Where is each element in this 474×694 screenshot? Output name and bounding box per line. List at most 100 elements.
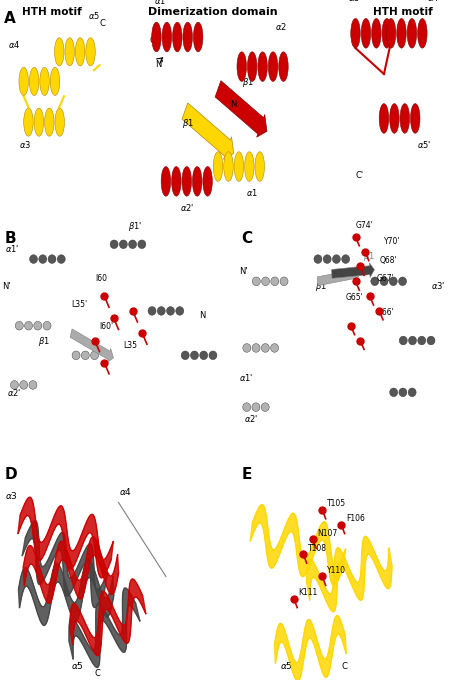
Text: I60: I60 xyxy=(95,274,107,283)
Ellipse shape xyxy=(161,167,171,196)
Ellipse shape xyxy=(407,19,417,48)
Ellipse shape xyxy=(173,22,182,52)
Text: G67': G67' xyxy=(377,274,394,283)
Ellipse shape xyxy=(15,321,23,330)
Ellipse shape xyxy=(252,403,260,412)
Polygon shape xyxy=(70,579,146,656)
Ellipse shape xyxy=(24,108,33,136)
Ellipse shape xyxy=(193,22,203,52)
Text: $\alpha$5: $\alpha$5 xyxy=(88,10,100,21)
Text: F106: F106 xyxy=(346,514,365,523)
Text: G66': G66' xyxy=(377,307,394,316)
Ellipse shape xyxy=(50,67,60,96)
Text: I60': I60' xyxy=(100,323,114,332)
Text: $\alpha$1': $\alpha$1' xyxy=(5,243,19,254)
Ellipse shape xyxy=(427,336,435,345)
Text: Y110: Y110 xyxy=(327,566,346,575)
Text: Dimerization domain: Dimerization domain xyxy=(148,8,278,17)
Text: $\beta$1: $\beta$1 xyxy=(38,335,50,348)
Ellipse shape xyxy=(397,19,406,48)
Ellipse shape xyxy=(390,103,399,133)
Text: $\alpha$1': $\alpha$1' xyxy=(239,372,254,383)
Ellipse shape xyxy=(361,19,371,48)
Ellipse shape xyxy=(268,52,278,81)
Text: N: N xyxy=(230,101,236,110)
Text: D: D xyxy=(5,467,18,482)
Text: $\alpha$3: $\alpha$3 xyxy=(19,139,31,150)
Text: A: A xyxy=(4,11,16,26)
Ellipse shape xyxy=(280,277,288,286)
Text: $\alpha$5: $\alpha$5 xyxy=(71,660,84,671)
Ellipse shape xyxy=(399,277,407,286)
Text: N': N' xyxy=(239,267,248,276)
Ellipse shape xyxy=(279,52,288,81)
Text: $\alpha$4: $\alpha$4 xyxy=(118,486,132,497)
Text: C: C xyxy=(95,670,100,679)
Text: $\alpha$3': $\alpha$3' xyxy=(348,0,363,3)
Text: Q68': Q68' xyxy=(379,256,397,265)
Ellipse shape xyxy=(209,351,217,359)
Ellipse shape xyxy=(380,277,388,286)
Text: $\alpha$4': $\alpha$4' xyxy=(427,0,441,3)
Ellipse shape xyxy=(39,255,47,264)
Text: $\alpha$1: $\alpha$1 xyxy=(246,187,258,198)
Text: L35': L35' xyxy=(71,301,87,310)
Ellipse shape xyxy=(183,22,192,52)
Ellipse shape xyxy=(410,103,420,133)
Text: $\beta$1': $\beta$1' xyxy=(128,221,142,233)
Ellipse shape xyxy=(323,255,331,264)
Ellipse shape xyxy=(243,403,251,412)
Text: C': C' xyxy=(356,171,364,180)
Ellipse shape xyxy=(43,321,51,330)
Ellipse shape xyxy=(243,344,251,353)
Ellipse shape xyxy=(372,19,381,48)
Ellipse shape xyxy=(45,108,54,136)
Ellipse shape xyxy=(48,255,56,264)
Ellipse shape xyxy=(19,67,28,96)
Ellipse shape xyxy=(255,152,264,181)
Ellipse shape xyxy=(128,240,137,248)
Ellipse shape xyxy=(245,152,254,181)
Text: K111: K111 xyxy=(299,588,318,597)
Ellipse shape xyxy=(91,351,99,359)
Ellipse shape xyxy=(55,37,64,66)
Polygon shape xyxy=(250,505,346,585)
Ellipse shape xyxy=(157,307,165,315)
Ellipse shape xyxy=(176,307,184,315)
Text: C: C xyxy=(341,662,347,671)
Ellipse shape xyxy=(57,255,65,264)
Ellipse shape xyxy=(418,336,426,345)
FancyArrow shape xyxy=(317,266,360,286)
Ellipse shape xyxy=(152,22,161,52)
Text: $\alpha$5': $\alpha$5' xyxy=(417,139,431,150)
Ellipse shape xyxy=(400,103,410,133)
Text: $\alpha$4: $\alpha$4 xyxy=(8,39,20,50)
Ellipse shape xyxy=(234,152,244,181)
FancyArrow shape xyxy=(70,329,113,362)
Text: C: C xyxy=(149,36,155,45)
Text: $\alpha$2': $\alpha$2' xyxy=(7,387,21,398)
Text: N': N' xyxy=(2,282,11,291)
Ellipse shape xyxy=(247,52,257,81)
Ellipse shape xyxy=(40,67,49,96)
Text: $\alpha$1': $\alpha$1' xyxy=(154,0,168,6)
Text: L35: L35 xyxy=(123,341,137,350)
Ellipse shape xyxy=(252,344,260,353)
Ellipse shape xyxy=(390,388,398,397)
Ellipse shape xyxy=(271,277,279,286)
Ellipse shape xyxy=(72,351,80,359)
Ellipse shape xyxy=(172,167,181,196)
Ellipse shape xyxy=(34,108,44,136)
Ellipse shape xyxy=(389,277,397,286)
Text: $\alpha$2: $\alpha$2 xyxy=(275,21,287,32)
Polygon shape xyxy=(307,536,392,612)
Ellipse shape xyxy=(379,103,389,133)
Ellipse shape xyxy=(399,336,407,345)
Ellipse shape xyxy=(55,108,64,136)
Ellipse shape xyxy=(192,167,202,196)
Ellipse shape xyxy=(75,37,85,66)
Text: N107: N107 xyxy=(318,529,338,538)
Polygon shape xyxy=(23,537,118,603)
Ellipse shape xyxy=(29,67,39,96)
Ellipse shape xyxy=(213,152,223,181)
